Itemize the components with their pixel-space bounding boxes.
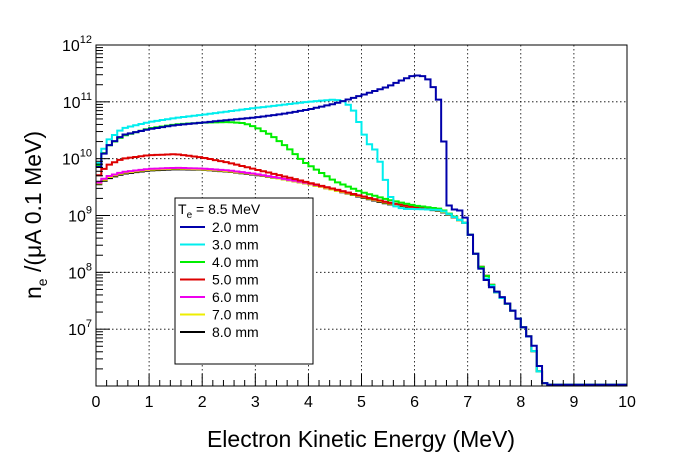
legend: Te = 8.5 MeV 2.0 mm 3.0 mm4.0 mm 5.0 mm6.0… [174, 197, 314, 365]
x-tick-label: 10 [618, 394, 636, 411]
x-tick-label: 3 [251, 394, 260, 411]
x-tick-label: 4 [304, 394, 313, 411]
x-axis-title: Electron Kinetic Energy (MeV) [207, 426, 515, 452]
x-tick-label: 0 [92, 394, 101, 411]
legend-header-rest: = 8.5 MeV [192, 201, 261, 217]
y-axis-symbol: n [20, 286, 46, 299]
legend-entry: 4.0 mm [180, 254, 259, 270]
y-tick-label: 107 [68, 318, 92, 339]
legend-label: 2.0 mm [212, 219, 259, 235]
legend-label: 7.0 mm [212, 307, 259, 323]
legend-entry: 8.0 mm [180, 324, 259, 340]
legend-entry: 7.0 mm [180, 307, 259, 323]
series-line [96, 74, 627, 386]
series-layer [96, 74, 627, 386]
legend-label: 6.0 mm [212, 289, 259, 305]
legend-entry: 5.0 mm [180, 272, 259, 288]
legend-label: 5.0 mm [212, 272, 259, 288]
legend-header-subscript: e [187, 210, 193, 221]
y-axis-subscript: e [34, 278, 50, 286]
labels-layer: 0 1 2 3 4 5 6 7 8 9 10 107 108 109 1010 1011 1012 [62, 34, 636, 411]
y-tick-label: 108 [68, 261, 92, 282]
legend-box [174, 197, 314, 365]
legend-entries: 2.0 mm 3.0 mm4.0 mm 5.0 mm6.0 mm 7.0 mm8.0 … [180, 219, 259, 340]
legend-header-symbol: T [178, 201, 187, 217]
y-tick-label: 1010 [62, 148, 92, 169]
legend-label: 3.0 mm [212, 237, 259, 253]
ticks-layer [95, 44, 628, 386]
y-tick-label: 109 [68, 205, 92, 226]
y-tick-label: 1012 [62, 34, 92, 55]
x-tick-label: 9 [569, 394, 578, 411]
y-axis-title: ne /(μA 0.1 MeV) [20, 131, 50, 299]
x-tick-label: 6 [410, 394, 419, 411]
x-tick-label: 7 [463, 394, 472, 411]
x-tick-label: 1 [145, 394, 154, 411]
legend-label: 8.0 mm [212, 324, 259, 340]
y-axis-rest: /(μA 0.1 MeV) [20, 131, 46, 278]
legend-entry: 2.0 mm [180, 219, 259, 235]
legend-entry: 3.0 mm [180, 237, 259, 253]
y-tick-label: 1011 [63, 91, 92, 112]
x-tick-label: 5 [357, 394, 366, 411]
legend-header: Te = 8.5 MeV [178, 201, 261, 221]
x-tick-label: 2 [198, 394, 207, 411]
legend-entry: 6.0 mm [180, 289, 259, 305]
legend-label: 4.0 mm [212, 254, 259, 270]
x-tick-label: 8 [516, 394, 525, 411]
